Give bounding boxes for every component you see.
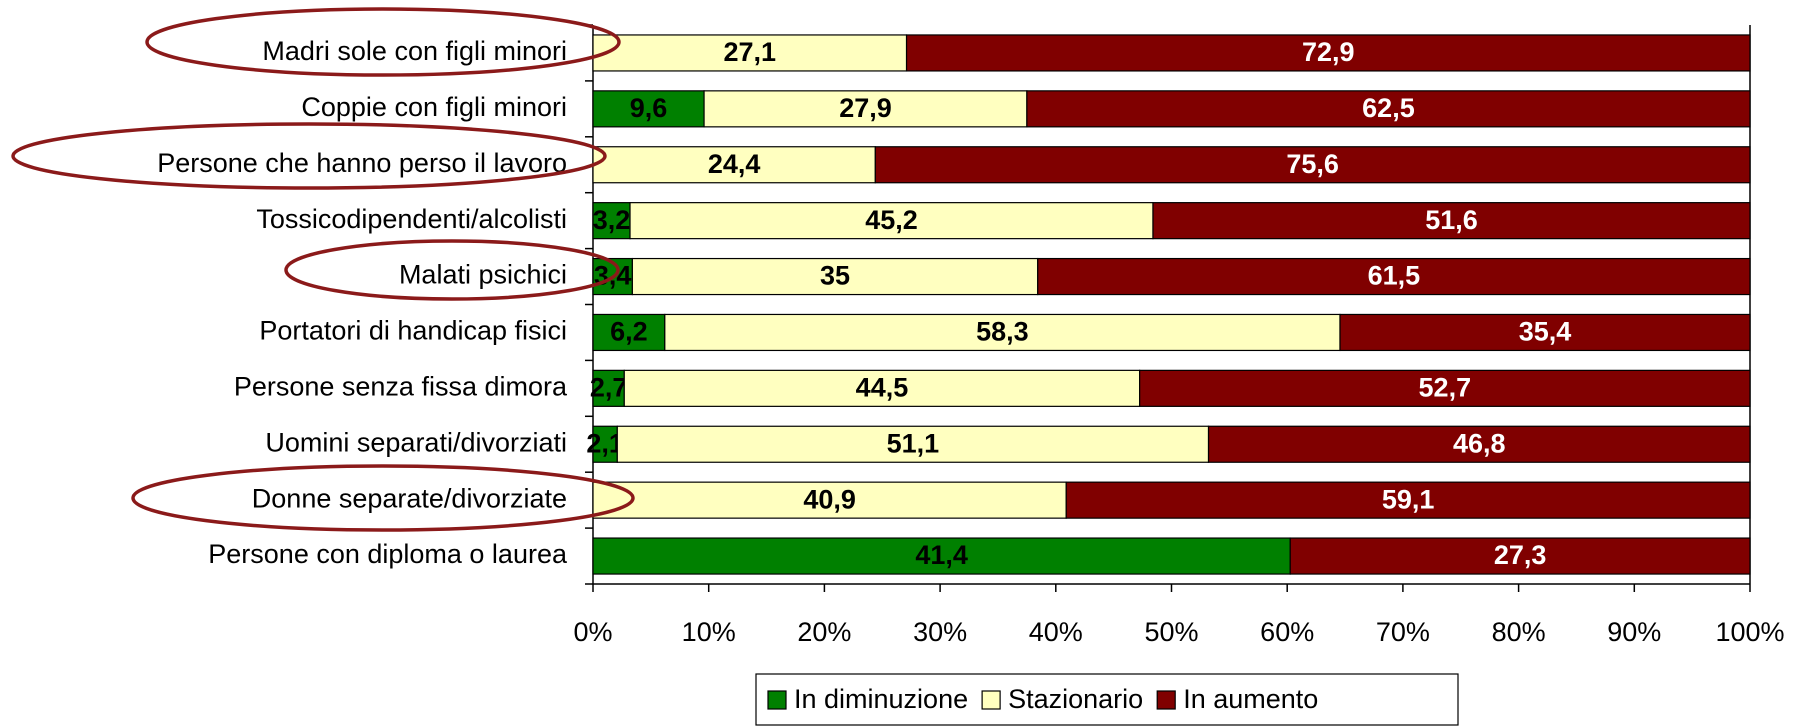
legend-swatch [981, 690, 1001, 710]
bar-segment [592, 90, 705, 128]
x-tick-label: 80% [1492, 617, 1546, 647]
x-tick-label: 70% [1376, 617, 1430, 647]
bar-segment [631, 257, 1039, 296]
y-tick-label: Malati psichici [399, 260, 567, 290]
data-label: 51,6 [1425, 205, 1478, 235]
data-label: 6,2 [610, 317, 648, 347]
data-label: 59,1 [1382, 484, 1435, 514]
bar-segment [629, 202, 1154, 240]
data-label: 27,1 [723, 37, 776, 67]
bar-segment [592, 425, 618, 463]
data-label: 46,8 [1453, 428, 1506, 458]
data-label: 58,3 [976, 317, 1029, 347]
highlight-ellipse [145, 7, 621, 77]
y-tick-label: Madri sole con figli minori [262, 36, 567, 66]
legend-frame [755, 673, 1459, 726]
bar-segment [1139, 369, 1751, 407]
highlight-ellipses [11, 7, 635, 532]
data-label: 3,2 [593, 205, 631, 235]
data-label: 40,9 [803, 484, 856, 514]
data-label: 2,7 [590, 372, 628, 402]
data-label: 62,5 [1362, 93, 1415, 123]
y-tick-label: Donne separate/divorziate [252, 483, 567, 513]
y-tick-label: Tossicodipendenti/alcolisti [256, 204, 567, 234]
highlight-ellipse [131, 464, 635, 532]
highlight-ellipse [11, 122, 607, 190]
legend-swatch [1156, 690, 1176, 710]
data-label: 9,6 [630, 93, 668, 123]
bar-segment [664, 313, 1341, 352]
legend-label: In aumento [1183, 684, 1318, 714]
x-tick-label: 40% [1029, 617, 1083, 647]
data-label: 35,4 [1519, 317, 1572, 347]
data-label: 44,5 [856, 372, 909, 402]
x-tick-label: 20% [797, 617, 851, 647]
bar-segment [703, 90, 1028, 128]
bar-segment [1207, 425, 1751, 463]
data-label: 72,9 [1302, 37, 1355, 67]
x-tick-label: 90% [1607, 617, 1661, 647]
x-tick-label: 60% [1260, 617, 1314, 647]
bar-segment [1065, 481, 1751, 519]
data-label: 45,2 [865, 205, 918, 235]
x-tick-label: 100% [1715, 617, 1784, 647]
bar-segment [592, 34, 908, 72]
data-label: 61,5 [1368, 261, 1421, 291]
bar-segment [874, 146, 1751, 184]
bar-segment [1289, 537, 1751, 575]
bar-segment [623, 369, 1141, 407]
y-tick-label: Persone con diploma o laurea [208, 539, 568, 569]
bar-segment [1339, 313, 1751, 352]
bar-segment [592, 313, 666, 352]
y-tick-label: Persone senza fissa dimora [234, 371, 568, 401]
y-tick-label: Persone che hanno perso il lavoro [157, 148, 567, 178]
x-tick-label: 50% [1144, 617, 1198, 647]
x-tick-label: 0% [573, 617, 612, 647]
bar-segment [592, 481, 1067, 519]
y-tick-label: Uomini separati/divorziati [265, 427, 567, 457]
y-tick-label: Portatori di handicap fisici [259, 316, 567, 346]
y-tick-label: Coppie con figli minori [301, 92, 567, 122]
data-label: 27,9 [839, 93, 892, 123]
bar-segment [1037, 257, 1751, 296]
data-label: 24,4 [708, 149, 761, 179]
data-label: 41,4 [915, 540, 968, 570]
legend-label: In diminuzione [794, 684, 968, 714]
legend-label: Stazionario [1008, 684, 1143, 714]
bar-segment [1026, 90, 1751, 128]
bar-segment [616, 425, 1210, 463]
highlight-ellipse [284, 239, 620, 301]
plot: 0% 10% 20% 30% 40% 50% 60% 70% 80% 90% 100% Madri s… [157, 24, 1785, 726]
x-tick-label: 10% [682, 617, 736, 647]
bar-segment [905, 34, 1751, 72]
data-label: 52,7 [1419, 372, 1472, 402]
bar-segment [592, 146, 876, 184]
data-label: 75,6 [1286, 149, 1339, 179]
x-tick-label: 30% [913, 617, 967, 647]
legend: In diminuzione Stazionario In aumento [755, 673, 1459, 726]
data-label: 27,3 [1494, 540, 1547, 570]
legend-swatch [767, 690, 787, 710]
bar-segment [1152, 202, 1751, 240]
data-label: 35 [820, 261, 850, 291]
data-label: 51,1 [887, 428, 940, 458]
bar-segment [592, 369, 625, 407]
bar-segment [592, 202, 631, 240]
